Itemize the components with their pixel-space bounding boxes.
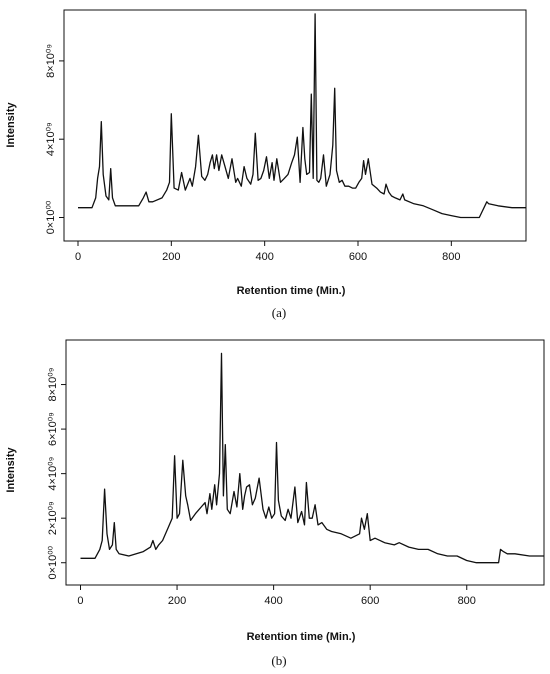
x-ticks-b: 0 200 400 600 800 bbox=[77, 585, 476, 607]
y-axis-label-a: Intensity bbox=[5, 102, 17, 148]
x-tick-label: 600 bbox=[349, 251, 367, 263]
plot-frame-a bbox=[63, 9, 527, 242]
y-tick-label: 8×10⁰⁹ bbox=[47, 368, 59, 402]
y-tick-label: 4×10⁰⁹ bbox=[47, 457, 59, 491]
panel-caption-a: (a) bbox=[272, 305, 286, 320]
x-tick-label: 200 bbox=[162, 251, 180, 263]
x-tick-label: 600 bbox=[361, 595, 379, 607]
x-ticks-a: 0 200 400 600 800 bbox=[75, 241, 461, 263]
panel-a: 0 200 400 600 800 0×10⁰⁰ 4×10⁰⁹ 8×10⁰⁹ Retenti… bbox=[5, 9, 527, 320]
y-tick-label: 6×10⁰⁹ bbox=[47, 412, 59, 446]
panel-b: 0 200 400 600 800 0×10⁰⁰ 2×10⁰⁹ 4×10⁰⁹ 6×10⁰⁹ 8×… bbox=[5, 339, 545, 668]
y-tick-label: 0×10⁰⁰ bbox=[45, 200, 57, 234]
plot-frame-b bbox=[65, 339, 545, 586]
x-tick-label: 400 bbox=[264, 595, 282, 607]
chromatogram-line-b bbox=[80, 352, 544, 564]
chromatogram-line-a bbox=[78, 13, 526, 219]
x-axis-label-b: Retention time (Min.) bbox=[247, 631, 356, 643]
x-tick-label: 800 bbox=[442, 251, 460, 263]
y-ticks-b: 0×10⁰⁰ 2×10⁰⁹ 4×10⁰⁹ 6×10⁰⁹ 8×10⁰⁹ bbox=[47, 368, 66, 580]
x-tick-label: 400 bbox=[255, 251, 273, 263]
x-tick-label: 0 bbox=[77, 595, 83, 607]
y-tick-label: 8×10⁰⁹ bbox=[45, 44, 57, 78]
x-axis-label-a: Retention time (Min.) bbox=[237, 285, 346, 297]
y-tick-label: 2×10⁰⁹ bbox=[47, 501, 59, 535]
x-tick-label: 0 bbox=[75, 251, 81, 263]
y-tick-label: 0×10⁰⁰ bbox=[47, 545, 59, 579]
x-tick-label: 800 bbox=[458, 595, 476, 607]
panel-caption-b: (b) bbox=[271, 653, 286, 668]
y-ticks-a: 0×10⁰⁰ 4×10⁰⁹ 8×10⁰⁹ bbox=[45, 44, 64, 234]
y-tick-label: 4×10⁰⁹ bbox=[45, 122, 57, 156]
y-axis-label-b: Intensity bbox=[5, 447, 17, 493]
x-tick-label: 200 bbox=[168, 595, 186, 607]
